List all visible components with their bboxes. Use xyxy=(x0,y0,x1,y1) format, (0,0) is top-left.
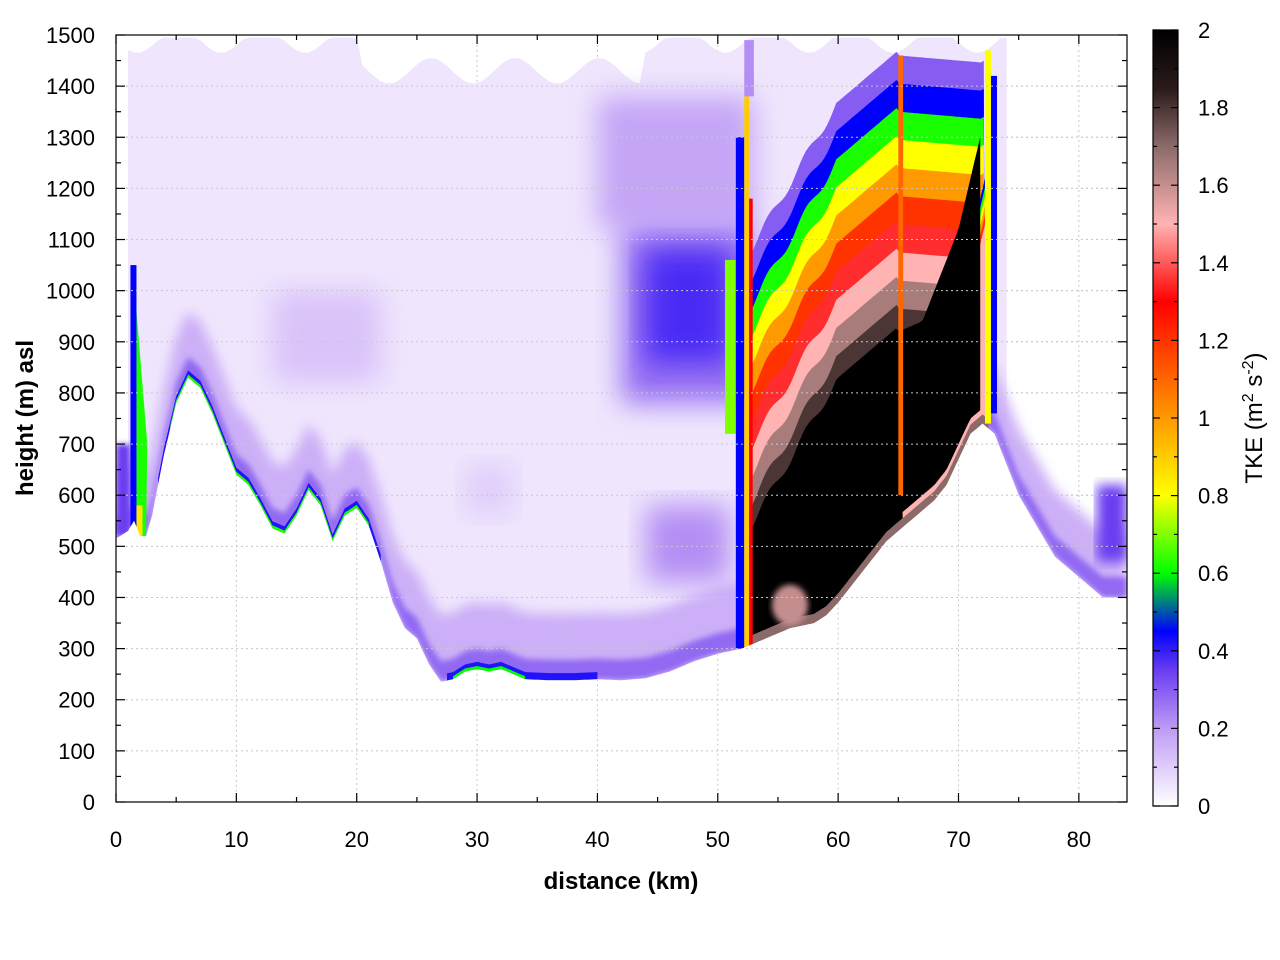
y-tick-label: 1300 xyxy=(46,125,95,150)
colorbar-tick-label: 1.2 xyxy=(1198,328,1229,353)
x-tick-label: 60 xyxy=(826,827,850,852)
x-tick-label: 30 xyxy=(465,827,489,852)
y-tick-label: 1500 xyxy=(46,23,95,48)
tke-front-edge-blue xyxy=(735,137,745,649)
y-tick-label: 1100 xyxy=(48,228,95,253)
tke-slab xyxy=(597,96,754,230)
tke-mid-edge-orange xyxy=(898,55,904,496)
y-tick-label: 0 xyxy=(83,790,95,815)
tke-slab xyxy=(645,249,730,363)
y-tick-label: 700 xyxy=(58,432,95,457)
tke-slab xyxy=(272,290,381,383)
x-tick-label: 70 xyxy=(946,827,970,852)
x-tick-label: 40 xyxy=(585,827,609,852)
colorbar-tick-label: 1.6 xyxy=(1198,173,1229,198)
x-axis-ticks: 0 10 20 30 40 50 60 70 80 xyxy=(110,35,1091,852)
tke-west-column-green xyxy=(136,311,148,537)
tke-west-column-blue xyxy=(130,265,137,531)
y-tick-label: 900 xyxy=(58,330,95,355)
tke-front-edge-yellow xyxy=(744,96,750,649)
colorbar-title-main: TKE (m xyxy=(1241,402,1268,483)
x-tick-label: 20 xyxy=(344,827,368,852)
tke-core-interior xyxy=(751,137,981,645)
y-tick-label: 800 xyxy=(58,381,95,406)
y-axis-title: height (m) asl xyxy=(12,340,39,496)
tke-slab xyxy=(645,505,730,583)
y-tick-label: 500 xyxy=(58,534,95,559)
colorbar-tick-label: 0.8 xyxy=(1198,484,1229,509)
colorbar-tick-label: 0.4 xyxy=(1198,639,1229,664)
tke-west-edge xyxy=(116,444,131,537)
tke-skin-valley-blue xyxy=(447,661,598,681)
tke-front-top xyxy=(744,40,754,97)
colorbar-tick-label: 1.8 xyxy=(1198,96,1229,121)
y-tick-label: 400 xyxy=(58,585,95,610)
x-tick-label: 10 xyxy=(224,827,248,852)
tke-east-edge-yellow xyxy=(984,50,991,424)
colorbar: 00.20.40.60.811.21.41.61.82 TKE (m2 s-2) xyxy=(1152,18,1268,819)
tke-field xyxy=(116,37,1127,802)
x-axis-title: distance (km) xyxy=(544,868,699,895)
tke-core-skin xyxy=(747,414,989,646)
colorbar-tick-label: 2 xyxy=(1198,18,1210,43)
y-tick-label: 1400 xyxy=(46,74,95,99)
y-axis-ticks: 0 100 200 300 400 500 600 700 800 900 1000 1100 1200… xyxy=(46,23,1127,815)
colorbar-title-sup1: 2 xyxy=(1240,393,1257,402)
below-terrain-mask xyxy=(116,377,1127,802)
x-tick-label: 0 xyxy=(110,827,122,852)
tke-skin-west-blue xyxy=(158,370,381,562)
y-tick-label: 300 xyxy=(58,637,95,662)
colorbar-title: TKE (m2 s-2) xyxy=(1240,352,1268,483)
colorbar-tick-label: 0.6 xyxy=(1198,561,1229,586)
colorbar-title-mid: s xyxy=(1241,375,1268,394)
y-tick-label: 200 xyxy=(58,688,95,713)
tke-west-column-yellow xyxy=(136,505,143,537)
x-tick-label: 50 xyxy=(706,827,730,852)
colorbar-title-sup2: -2 xyxy=(1240,360,1257,374)
tke-core-pocket xyxy=(771,584,809,626)
colorbar-ticks: 0 0.2 0.4 0.6 0.8 1 1.2 1.4 1.6 1.8 2 xyxy=(1153,18,1229,819)
x-tick-label: 80 xyxy=(1067,827,1091,852)
colorbar-tick-label: 0 xyxy=(1198,794,1210,819)
tke-skin-valley-green xyxy=(453,666,526,680)
y-tick-label: 600 xyxy=(58,483,95,508)
colorbar-tick-label: 1.4 xyxy=(1198,251,1229,276)
tke-slab xyxy=(465,464,514,516)
tke-front-edge-red xyxy=(749,198,753,649)
y-tick-label: 1200 xyxy=(46,176,95,201)
y-tick-label: 100 xyxy=(58,739,95,764)
y-tick-label: 1000 xyxy=(46,279,95,304)
colorbar-tick-label: 1 xyxy=(1198,406,1210,431)
tke-front-column xyxy=(725,259,736,434)
tke-east-pocket xyxy=(1096,484,1127,562)
colorbar-title-end: ) xyxy=(1241,352,1268,360)
colorbar-tick-label: 0.2 xyxy=(1198,716,1229,741)
tke-east-edge-blue xyxy=(990,75,998,414)
